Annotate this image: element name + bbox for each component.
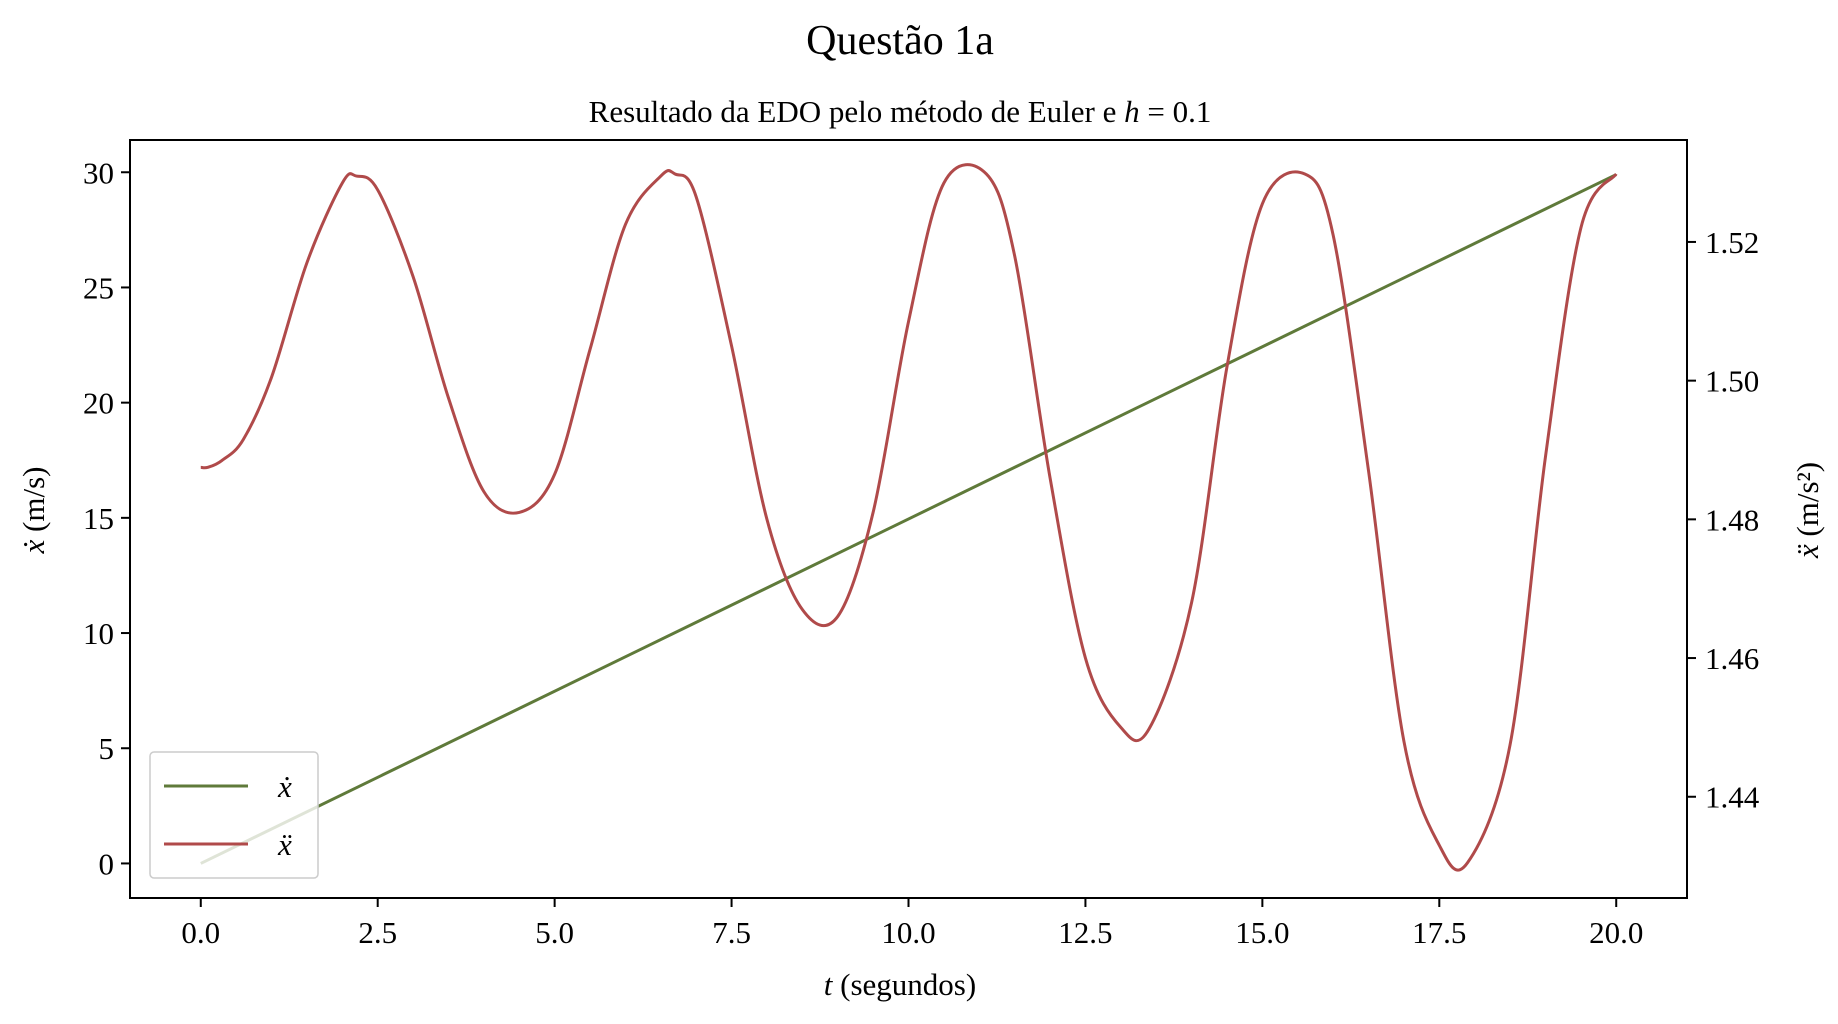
legend-box: [149, 751, 319, 879]
x-axis-label-rest: (segundos): [832, 967, 976, 1002]
x-tick-label: 0.0: [181, 915, 220, 950]
subtitle-rest: = 0.1: [1140, 94, 1212, 129]
y-left-tick-label: 10: [83, 616, 114, 651]
x-tick-label: 12.5: [1058, 915, 1112, 950]
y-right-tick-label: 1.44: [1705, 780, 1760, 815]
y-right-tick-label: 1.46: [1705, 641, 1759, 676]
subtitle-var: h: [1124, 94, 1140, 129]
y-axis-right-label-var: ẍ: [1790, 544, 1825, 559]
x-tick-label: 15.0: [1235, 915, 1289, 950]
x-tick-label: 10.0: [881, 915, 935, 950]
x-tick-label: 17.5: [1412, 915, 1466, 950]
series-line-0: [200, 173, 1617, 865]
y-axis-left-label-var: ẋ: [16, 539, 51, 554]
x-tick-label: 7.5: [712, 915, 751, 950]
y-left-tick-label: 20: [83, 386, 114, 421]
x-tick-label: 5.0: [535, 915, 574, 950]
chart-title: Questão 1a: [806, 18, 994, 64]
chart-subtitle: Resultado da EDO pelo método de Euler e …: [589, 94, 1212, 129]
y-left-tick-label: 5: [99, 731, 115, 766]
y-axis-right-label: ẍ (m/s²): [1790, 462, 1825, 559]
legend-label-0: ẋ: [277, 769, 292, 804]
subtitle-prefix: Resultado da EDO pelo método de Euler e: [589, 94, 1124, 129]
y-left-tick-label: 25: [83, 270, 114, 305]
x-tick-label: 20.0: [1589, 915, 1643, 950]
series-line-1: [200, 163, 1618, 872]
x-tick-label: 2.5: [358, 915, 397, 950]
y-axis-left-label-rest: (m/s): [16, 467, 51, 540]
y-left-tick-label: 15: [83, 501, 114, 536]
x-axis-label-var: t: [824, 967, 834, 1002]
y-axis-right-label-rest: (m/s²): [1790, 462, 1825, 544]
plot-area: 0.0 2.5 5.0 7.5 10.0 12.5 15.0 17.5 20.0 0 5 10 15 20…: [83, 139, 1760, 950]
y-left-tick-label: 0: [99, 846, 115, 881]
y-left-tick-label: 30: [83, 155, 114, 190]
y-axis-left-label: ẋ (m/s): [16, 467, 51, 555]
y-right-tick-label: 1.52: [1705, 225, 1759, 260]
x-axis-label: t (segundos): [824, 967, 976, 1002]
y-right-tick-label: 1.50: [1705, 364, 1759, 399]
y-right-tick-label: 1.48: [1705, 502, 1759, 537]
legend-label-1: ẍ: [277, 827, 292, 862]
